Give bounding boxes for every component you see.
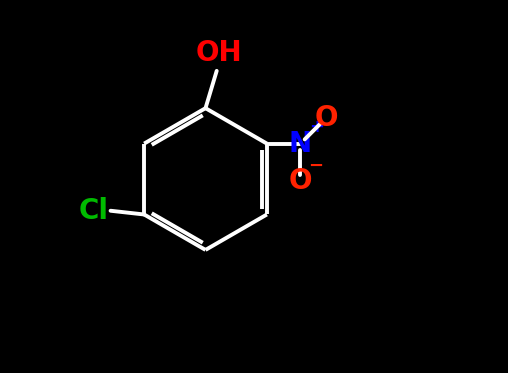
- Text: N: N: [289, 129, 312, 158]
- Text: −: −: [308, 157, 323, 175]
- Text: O: O: [289, 167, 312, 195]
- Text: +: +: [309, 118, 324, 136]
- Text: O: O: [314, 104, 338, 132]
- Text: OH: OH: [195, 39, 242, 67]
- Text: Cl: Cl: [79, 197, 109, 225]
